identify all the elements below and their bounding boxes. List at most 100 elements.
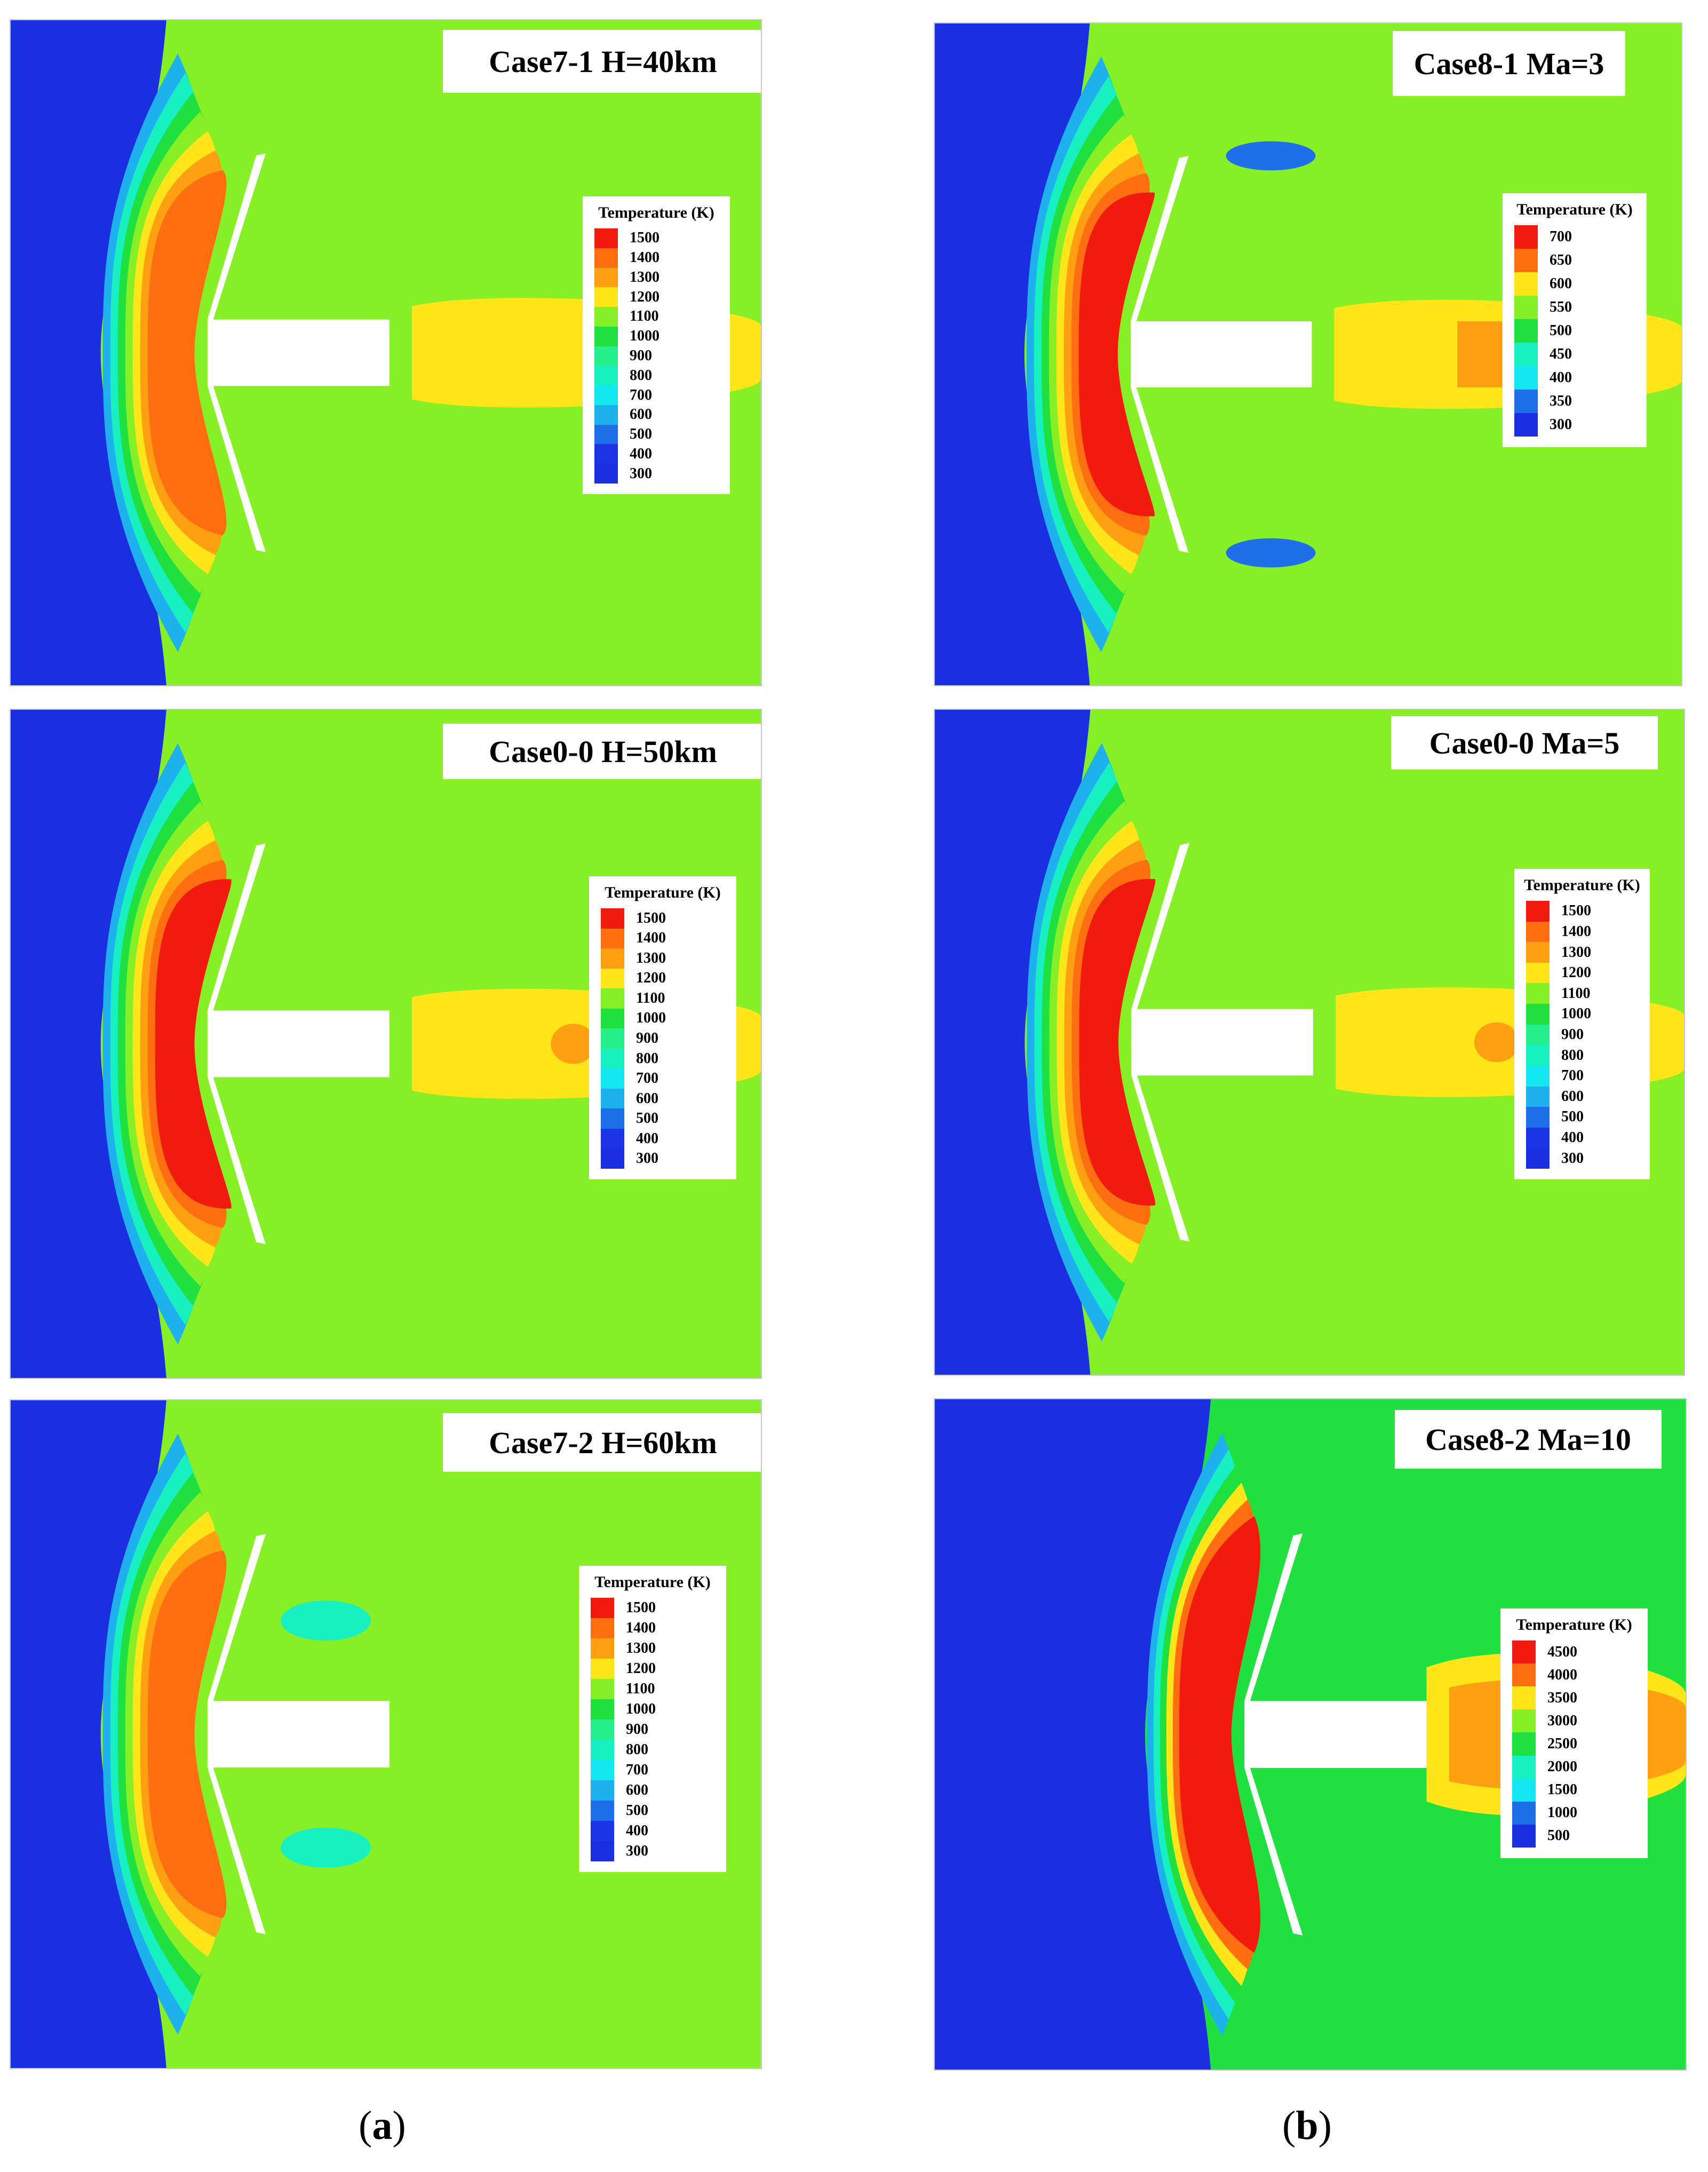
legend-value: 1200 (630, 288, 660, 305)
legend-swatch (1526, 901, 1550, 922)
legend-swatch (1512, 1755, 1536, 1779)
legend-value: 1500 (1547, 1781, 1577, 1798)
legend-value: 500 (626, 1802, 648, 1819)
legend-swatch (1514, 390, 1538, 413)
legend-swatch (601, 1148, 624, 1169)
legend-value: 550 (1550, 299, 1572, 315)
shock-layer-band (155, 879, 232, 1209)
temperature-legend: Temperature (K) 1500 1400 1300 1200 1100 1000 9… (583, 196, 730, 494)
legend-title: Temperature (K) (1516, 201, 1633, 218)
legend-value: 300 (1550, 416, 1572, 433)
legend-value: 1400 (636, 930, 666, 947)
legend-swatch (601, 988, 624, 1009)
legend-swatch (591, 1699, 614, 1719)
legend-value: 800 (626, 1741, 648, 1758)
v-plate-body (207, 153, 266, 552)
case-title: Case7-1 H=40km (443, 30, 761, 93)
legend-swatch (591, 1841, 614, 1861)
label-a-letter: a (372, 2103, 393, 2148)
legend-value: 1100 (636, 989, 665, 1006)
contour-panel-case0-0-h50: Case0-0 H=50km Temperature (K) 1500 1400 130… (10, 709, 762, 1379)
shock-layer-band (1079, 878, 1156, 1206)
legend-value: 1100 (626, 1680, 655, 1697)
legend-title: Temperature (K) (605, 884, 721, 901)
shock-layer-band (1179, 1516, 1261, 1953)
legend-value: 450 (1550, 346, 1572, 362)
legend-value: 650 (1550, 252, 1572, 268)
legend-value: 400 (1550, 369, 1572, 386)
legend-swatch (1512, 1686, 1536, 1710)
legend-value: 1000 (630, 328, 660, 345)
legend-swatch (591, 1821, 614, 1841)
legend-value: 1200 (626, 1660, 656, 1677)
wake-hot-spot (551, 1024, 596, 1064)
legend-value: 1300 (1561, 944, 1591, 961)
legend-value: 1300 (630, 268, 660, 286)
temperature-legend: Temperature (K) 1500 1400 1300 1200 1100 1000 9… (579, 1566, 726, 1872)
legend-swatch (601, 1008, 624, 1029)
temperature-contour-field (11, 20, 761, 685)
legend-swatch (1526, 1148, 1550, 1169)
legend-swatch (591, 1659, 614, 1679)
legend-swatch (594, 228, 618, 248)
legend-value: 800 (630, 367, 652, 384)
legend-swatch (601, 1028, 624, 1049)
legend-value: 900 (626, 1721, 648, 1738)
temperature-legend: Temperature (K) 700 650 600 550 500 450 400 350 3… (1503, 193, 1647, 447)
legend-title: Temperature (K) (1516, 1616, 1632, 1634)
legend-swatch (594, 464, 618, 483)
legend-value: 500 (630, 426, 652, 443)
legend-swatch (1526, 1127, 1550, 1148)
legend-swatch (1512, 1732, 1536, 1756)
legend-value: 700 (1561, 1067, 1584, 1084)
temperature-legend: Temperature (K) 4500 4000 3500 3000 2500 2000 1… (1500, 1608, 1648, 1858)
subfigure-label-b: (b) (1282, 2103, 1332, 2149)
contour-panel-case8-1: Case8-1 Ma=3 Temperature (K) 700 650 600 550 5… (934, 22, 1682, 686)
cylinder-body (213, 1700, 390, 1768)
legend-value: 1200 (636, 970, 666, 987)
temperature-contour-field (935, 1399, 1686, 2070)
legend-swatch (1512, 1640, 1536, 1664)
legend-value: 600 (1561, 1088, 1584, 1105)
freestream-region (935, 1399, 1211, 2070)
legend-value: 600 (1550, 275, 1572, 292)
legend-swatch (1514, 319, 1538, 343)
contour-panel-case7-1: Case7-1 H=40km Temperature (K) 1500 1400 130… (10, 19, 762, 686)
legend-value: 300 (1561, 1150, 1584, 1167)
legend-value: 1300 (636, 949, 666, 966)
cylinder-body (1250, 1701, 1427, 1768)
contour-panel-case8-2: Case8-2 Ma=10 Temperature (K) 4500 4000 3500… (934, 1398, 1687, 2071)
label-b-open: ( (1282, 2103, 1296, 2148)
legend-swatch (1514, 272, 1538, 296)
legend-swatch (594, 444, 618, 464)
legend-value: 500 (1550, 322, 1572, 339)
legend-title: Temperature (K) (594, 1573, 711, 1591)
cold-pocket (1226, 141, 1316, 171)
legend-value: 700 (626, 1762, 648, 1778)
legend-title: Temperature (K) (598, 204, 714, 221)
cylinder-body (1137, 1009, 1314, 1076)
cylinder-body (1136, 321, 1312, 387)
legend-value: 1500 (1561, 902, 1591, 919)
legend-swatch (591, 1598, 614, 1618)
legend-value: 500 (1561, 1108, 1584, 1125)
label-b-close: ) (1318, 2103, 1332, 2148)
legend-swatch (1514, 413, 1538, 437)
legend-swatch (1514, 225, 1538, 249)
cylinder-body (213, 319, 390, 386)
legend-swatch (594, 385, 618, 405)
legend-value: 900 (636, 1030, 658, 1047)
legend-value: 700 (630, 386, 652, 403)
legend-value: 4000 (1547, 1666, 1577, 1683)
v-plate-body (1130, 156, 1189, 553)
legend-value: 1400 (630, 249, 660, 266)
v-plate-body (207, 1534, 266, 1935)
legend-value: 1500 (626, 1599, 656, 1616)
legend-swatch (594, 366, 618, 386)
case-title: Case8-1 Ma=3 (1393, 31, 1625, 96)
legend-swatch (1512, 1709, 1536, 1733)
legend-swatch (1526, 1024, 1550, 1045)
legend-swatch (601, 1128, 624, 1149)
legend-value: 2000 (1547, 1758, 1577, 1775)
legend-swatch (591, 1760, 614, 1780)
